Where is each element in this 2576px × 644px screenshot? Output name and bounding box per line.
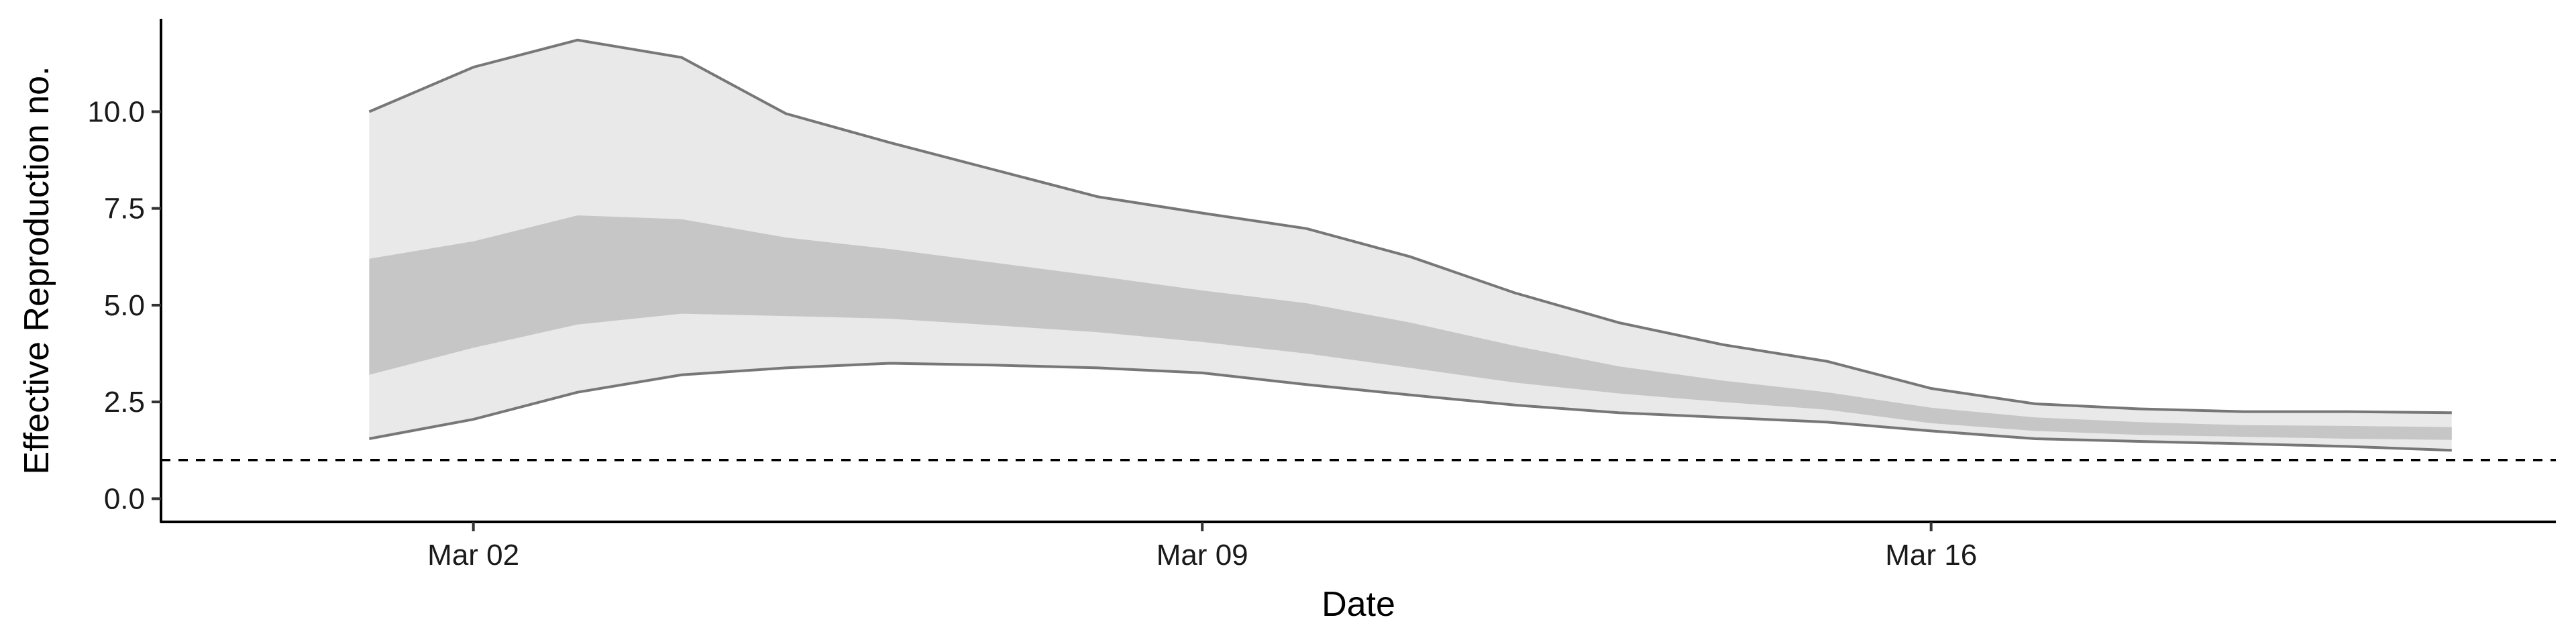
x-ticks: Mar 02 Mar 09 Mar 16 — [427, 522, 1977, 572]
x-axis-title: Date — [1322, 585, 1395, 624]
y-tick-label: 0.0 — [104, 482, 145, 515]
x-tick-label: Mar 02 — [427, 539, 519, 572]
y-axis-title: Effective Reproduction no. — [17, 66, 56, 475]
outer-band-lower-edge — [369, 362, 2452, 452]
y-tick-label: 5.0 — [104, 289, 145, 322]
y-ticks: 0.0 2.5 5.0 7.5 10.0 — [87, 95, 161, 515]
inner-interval-band — [369, 215, 2452, 440]
outer-interval-band — [369, 40, 2452, 451]
x-tick-label: Mar 16 — [1885, 539, 1977, 572]
x-tick-label: Mar 09 — [1157, 539, 1248, 572]
plot-area — [161, 38, 2556, 462]
y-tick-label: 7.5 — [104, 193, 145, 225]
y-tick-label: 2.5 — [104, 386, 145, 419]
outer-band-upper-edge — [368, 38, 2452, 415]
y-tick-label: 10.0 — [87, 95, 145, 128]
